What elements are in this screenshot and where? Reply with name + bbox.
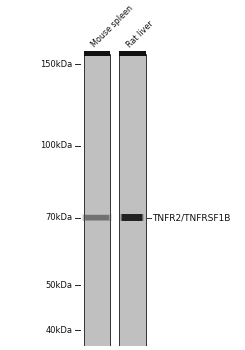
Text: 50kDa: 50kDa bbox=[46, 281, 73, 290]
Text: 70kDa: 70kDa bbox=[46, 213, 73, 222]
Text: Mouse spleen: Mouse spleen bbox=[89, 4, 135, 49]
Text: 150kDa: 150kDa bbox=[40, 60, 73, 69]
Text: 100kDa: 100kDa bbox=[40, 141, 73, 150]
Bar bbox=[121, 214, 143, 221]
Bar bbox=[86, 215, 108, 220]
Bar bbox=[84, 215, 110, 220]
Bar bbox=[82, 214, 111, 221]
Bar bbox=[84, 54, 110, 346]
Bar bbox=[122, 214, 142, 221]
Bar bbox=[84, 50, 110, 56]
Bar bbox=[120, 214, 145, 221]
Bar bbox=[85, 215, 109, 220]
Text: 40kDa: 40kDa bbox=[46, 326, 73, 335]
Text: Rat liver: Rat liver bbox=[125, 19, 155, 49]
Bar bbox=[119, 50, 146, 56]
Bar bbox=[119, 54, 146, 346]
Text: TNFR2/TNFRSF1B: TNFR2/TNFRSF1B bbox=[152, 213, 231, 222]
